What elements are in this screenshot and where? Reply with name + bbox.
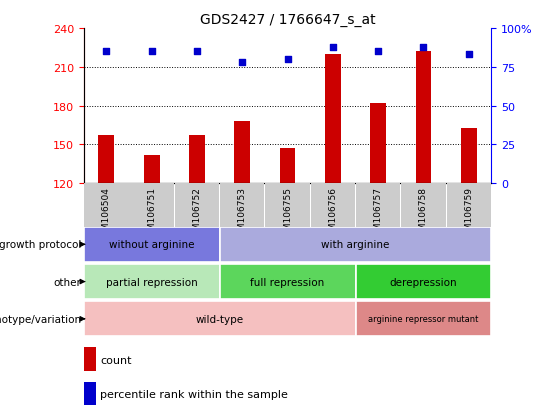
Bar <box>220 227 491 262</box>
Text: percentile rank within the sample: percentile rank within the sample <box>100 389 288 399</box>
Bar <box>189 136 205 184</box>
Bar <box>84 264 220 299</box>
Text: full repression: full repression <box>251 277 325 287</box>
Bar <box>401 184 445 242</box>
Text: without arginine: without arginine <box>109 240 194 250</box>
Bar <box>220 264 355 299</box>
Text: GSM106756: GSM106756 <box>328 187 338 242</box>
Text: wild-type: wild-type <box>195 314 244 324</box>
Bar <box>130 184 174 242</box>
Point <box>464 52 473 59</box>
Bar <box>447 184 491 242</box>
Text: other: other <box>54 277 82 287</box>
Bar <box>84 348 96 371</box>
Bar <box>98 136 114 184</box>
Point <box>147 49 156 55</box>
Text: GSM106755: GSM106755 <box>283 187 292 242</box>
Text: arginine repressor mutant: arginine repressor mutant <box>368 315 478 323</box>
Bar <box>265 184 310 242</box>
Bar <box>220 184 265 242</box>
Text: derepression: derepression <box>390 277 457 287</box>
Bar <box>84 301 355 337</box>
Text: GSM106759: GSM106759 <box>464 187 473 242</box>
Text: partial repression: partial repression <box>106 277 198 287</box>
Point <box>419 44 428 51</box>
Bar <box>325 55 341 184</box>
Point <box>193 49 201 55</box>
Bar <box>355 301 491 337</box>
Bar <box>461 128 477 184</box>
Point <box>238 59 247 66</box>
Title: GDS2427 / 1766647_s_at: GDS2427 / 1766647_s_at <box>200 12 375 26</box>
Text: GSM106753: GSM106753 <box>238 187 247 242</box>
Bar <box>356 184 400 242</box>
Bar <box>280 149 295 184</box>
Bar <box>310 184 355 242</box>
Text: GSM106757: GSM106757 <box>374 187 383 242</box>
Point <box>328 44 337 51</box>
Bar <box>415 52 431 184</box>
Point <box>374 49 382 55</box>
Bar <box>84 382 96 406</box>
Bar <box>144 155 160 184</box>
Text: genotype/variation: genotype/variation <box>0 314 82 324</box>
Text: GSM106504: GSM106504 <box>102 187 111 242</box>
Bar <box>355 264 491 299</box>
Text: GSM106751: GSM106751 <box>147 187 156 242</box>
Point <box>102 49 111 55</box>
Text: GSM106752: GSM106752 <box>192 187 201 242</box>
Bar <box>84 227 220 262</box>
Text: GSM106758: GSM106758 <box>419 187 428 242</box>
Text: growth protocol: growth protocol <box>0 240 82 250</box>
Bar <box>370 104 386 184</box>
Text: count: count <box>100 355 132 365</box>
Bar <box>234 122 250 184</box>
Bar <box>84 184 129 242</box>
Bar <box>175 184 219 242</box>
Point <box>284 57 292 63</box>
Text: with arginine: with arginine <box>321 240 390 250</box>
